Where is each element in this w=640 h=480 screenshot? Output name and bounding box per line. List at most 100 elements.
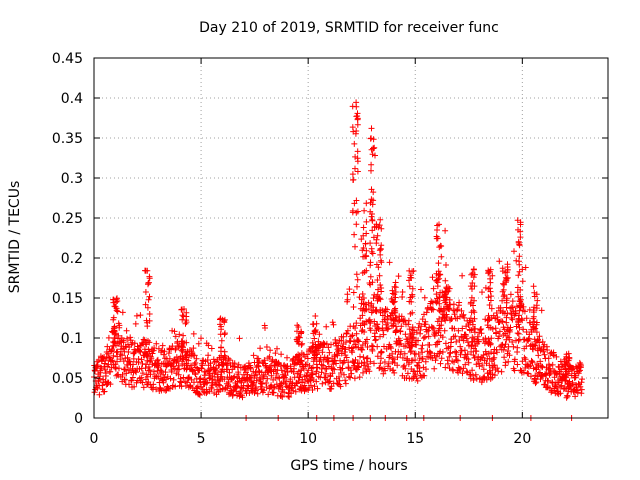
data-point xyxy=(446,365,453,372)
data-point xyxy=(168,368,175,375)
data-point xyxy=(107,381,114,388)
data-point xyxy=(359,270,366,276)
y-tick-label: 0.45 xyxy=(52,51,83,67)
data-point xyxy=(261,373,267,380)
data-point xyxy=(354,158,361,165)
data-point xyxy=(347,374,354,381)
data-point xyxy=(505,348,511,354)
data-point xyxy=(572,374,579,381)
data-point xyxy=(421,372,428,379)
data-point xyxy=(102,366,109,373)
data-point xyxy=(351,375,358,382)
data-point xyxy=(358,296,365,303)
data-point xyxy=(286,394,293,400)
data-point xyxy=(377,251,384,258)
data-point xyxy=(140,384,147,391)
data-point xyxy=(413,375,420,382)
data-point xyxy=(563,368,570,375)
data-point xyxy=(446,306,453,313)
data-point xyxy=(235,361,242,368)
data-point xyxy=(295,368,302,375)
data-point xyxy=(398,348,404,355)
data-point xyxy=(370,189,377,196)
data-point xyxy=(451,325,458,332)
data-point xyxy=(374,232,381,239)
data-point xyxy=(342,346,349,353)
data-point xyxy=(496,333,503,340)
data-point xyxy=(170,376,177,383)
data-point xyxy=(557,358,564,365)
data-point xyxy=(359,291,366,297)
data-point xyxy=(480,374,487,381)
data-point xyxy=(409,285,416,292)
data-point xyxy=(533,291,540,298)
data-point xyxy=(359,247,366,254)
data-point xyxy=(502,269,509,276)
data-point xyxy=(413,329,420,336)
data-point xyxy=(153,386,160,393)
data-point xyxy=(196,392,203,398)
data-point xyxy=(208,345,215,352)
data-point xyxy=(373,236,380,243)
x-tick-label: 20 xyxy=(513,431,531,447)
data-point xyxy=(415,351,422,357)
data-point xyxy=(430,306,437,313)
data-point xyxy=(183,354,190,361)
data-point xyxy=(188,362,194,369)
data-point xyxy=(179,312,186,319)
data-point xyxy=(408,348,415,354)
data-point xyxy=(515,293,522,300)
data-point xyxy=(519,358,526,365)
y-tick-label: 0.1 xyxy=(61,331,83,347)
data-point xyxy=(544,347,551,353)
data-point xyxy=(470,307,477,314)
data-point xyxy=(227,383,234,390)
data-point xyxy=(396,337,403,344)
data-point xyxy=(377,360,384,367)
data-point xyxy=(521,308,528,315)
data-point xyxy=(578,362,584,369)
data-point xyxy=(279,393,286,400)
data-point xyxy=(394,362,401,369)
data-point xyxy=(515,321,522,328)
data-point xyxy=(428,305,435,312)
data-point xyxy=(558,382,565,389)
data-point xyxy=(425,327,432,334)
data-point xyxy=(399,354,406,361)
data-point xyxy=(414,377,421,384)
data-point xyxy=(416,368,423,375)
data-point xyxy=(141,346,148,353)
data-point xyxy=(487,266,494,273)
x-axis-label: GPS time / hours xyxy=(290,458,407,474)
data-point xyxy=(520,369,527,376)
data-point xyxy=(499,318,506,325)
data-point xyxy=(335,347,342,354)
data-point xyxy=(390,316,397,323)
data-point xyxy=(442,277,449,284)
data-point xyxy=(515,239,522,246)
data-point xyxy=(578,386,585,393)
data-point xyxy=(247,362,254,369)
data-point xyxy=(374,277,381,283)
data-point xyxy=(295,378,302,385)
data-point xyxy=(259,380,266,387)
data-point xyxy=(374,321,381,328)
data-point xyxy=(340,333,347,340)
data-point xyxy=(415,337,421,344)
data-point xyxy=(342,380,349,387)
y-tick-label: 0.25 xyxy=(52,211,83,227)
data-point xyxy=(372,336,379,343)
data-point xyxy=(392,309,399,316)
data-point xyxy=(171,328,178,335)
data-point xyxy=(532,380,539,387)
data-point xyxy=(331,366,338,373)
data-point xyxy=(517,298,524,305)
data-point xyxy=(123,370,130,377)
data-point xyxy=(116,365,122,372)
data-point xyxy=(454,357,461,364)
data-point xyxy=(221,353,228,360)
data-point xyxy=(137,312,144,319)
data-point xyxy=(563,354,570,360)
data-point xyxy=(434,222,441,229)
data-point xyxy=(485,336,492,343)
